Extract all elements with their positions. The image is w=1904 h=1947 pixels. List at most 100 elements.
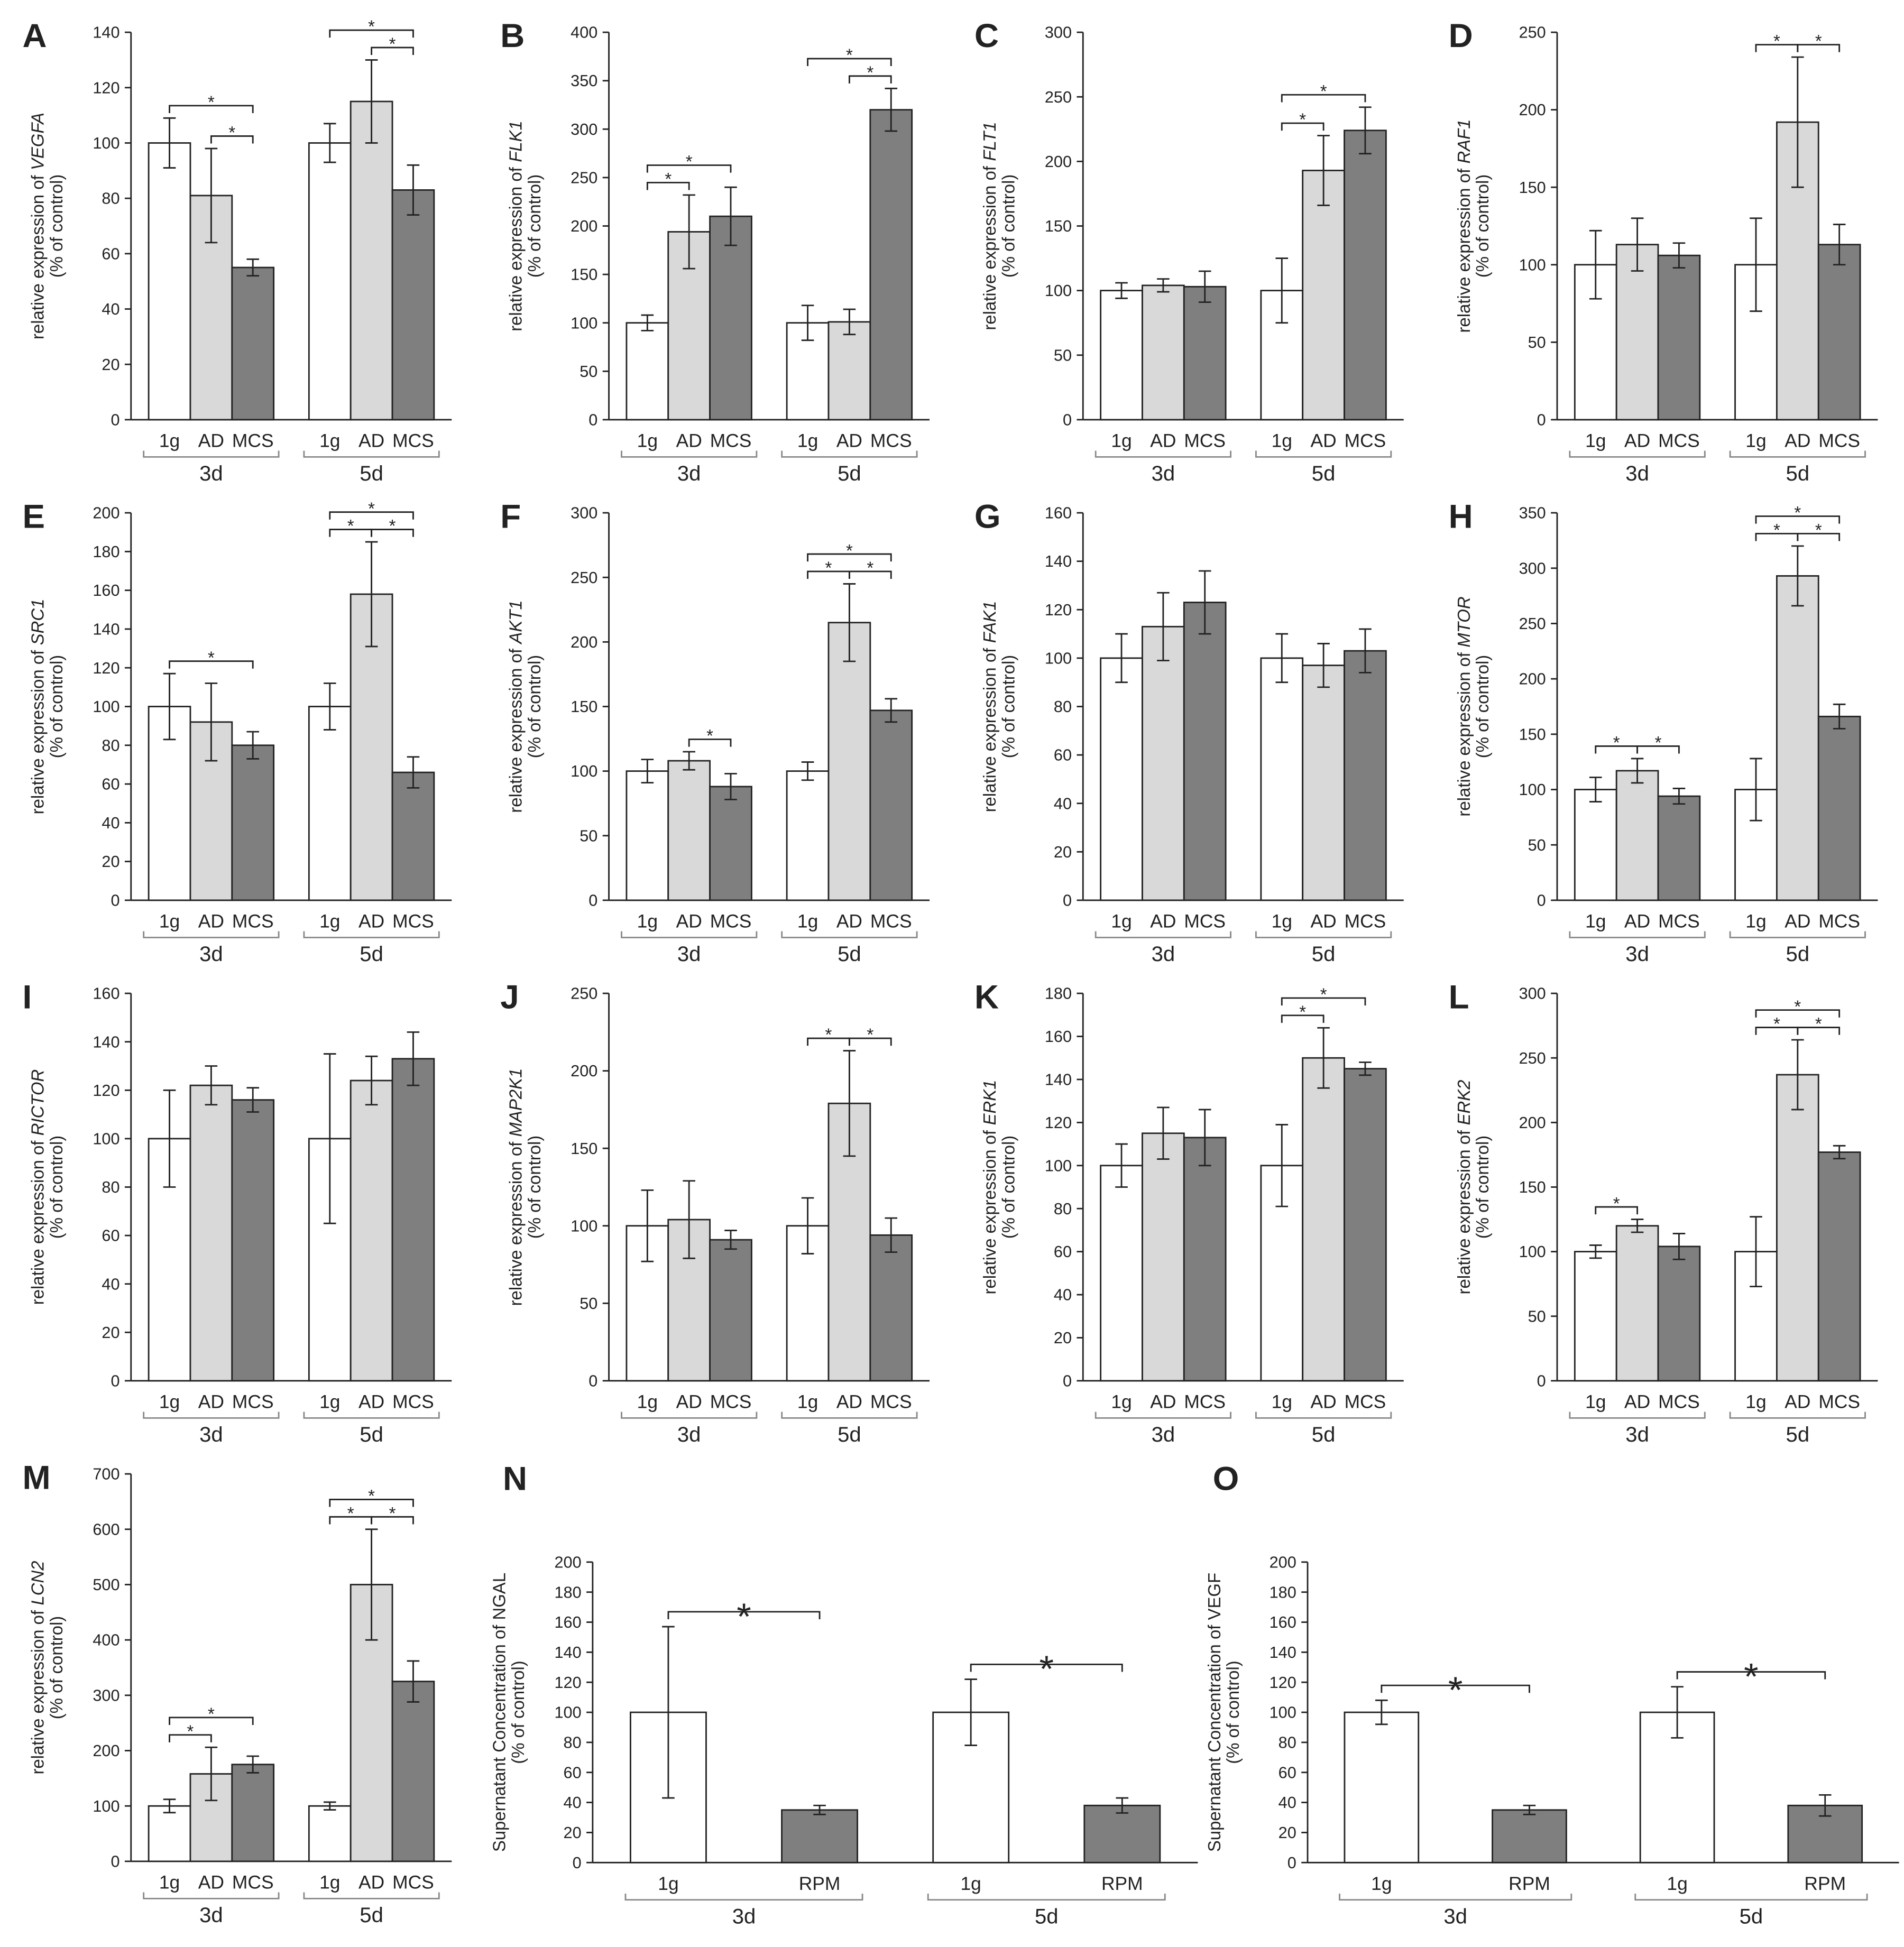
- y-tick-label: 50: [580, 1295, 597, 1313]
- x-tick-label: AD: [1785, 1392, 1810, 1413]
- error-bar: [1750, 758, 1762, 822]
- y-tick-label: 250: [1519, 1049, 1546, 1067]
- y-tick-label: 300: [1519, 559, 1546, 577]
- y-tick-label: 80: [102, 190, 119, 208]
- significance-label: *: [1773, 520, 1780, 540]
- bar: [1260, 657, 1304, 901]
- x-tick-label: AD: [836, 1392, 862, 1413]
- group-label: 3d: [199, 1904, 223, 1927]
- bar: [1657, 795, 1701, 901]
- y-tick-label: 20: [564, 1824, 582, 1842]
- panel-letter: K: [974, 978, 999, 1016]
- significance-bracket: [329, 29, 414, 38]
- error-bar: [1198, 1109, 1211, 1167]
- bar: [1615, 1225, 1659, 1382]
- y-tick-label: 180: [1045, 985, 1072, 1003]
- significance-label: *: [208, 648, 215, 667]
- y-tick-label: 80: [102, 1178, 119, 1196]
- significance-label: *: [737, 1595, 751, 1637]
- error-bar: [1359, 106, 1372, 155]
- error-bar: [1115, 282, 1128, 299]
- y-axis-label: relative expression of MTOR: [1454, 596, 1474, 816]
- x-tick-label: MCS: [1345, 431, 1386, 451]
- x-tick-label: MCS: [392, 1872, 434, 1893]
- y-tick-label: 160: [93, 582, 119, 599]
- y-tick-label: 200: [93, 504, 119, 522]
- x-tick-label: MCS: [1345, 1392, 1386, 1413]
- y-axis-label-gene: LCN2: [28, 1561, 48, 1605]
- x-tick-label: 1g: [637, 431, 658, 451]
- y-tick-label: 200: [571, 217, 597, 235]
- x-tick-label: AD: [1624, 1392, 1650, 1413]
- bar: [189, 1084, 233, 1382]
- group-label: 5d: [1312, 943, 1336, 966]
- error-bar: [1157, 592, 1170, 661]
- significance-bracket: [169, 105, 254, 113]
- bar: [1142, 1132, 1185, 1382]
- error-bar: [205, 682, 218, 762]
- y-axis-label: relative expression of VEGFA: [28, 113, 48, 339]
- error-bar: [1631, 758, 1644, 784]
- x-tick-label: MCS: [870, 911, 912, 932]
- error-bar: [163, 1089, 176, 1188]
- x-tick-label: 1g: [159, 431, 180, 451]
- y-axis-label: relative expression of MAP2K1: [505, 1068, 525, 1306]
- x-tick-label: MCS: [1345, 911, 1386, 932]
- y-tick-label: 0: [111, 1372, 119, 1390]
- error-bar: [163, 1798, 176, 1814]
- y-tick-label: 120: [93, 79, 119, 97]
- error-bar: [1791, 1039, 1804, 1111]
- group-label: 3d: [677, 462, 701, 485]
- x-tick-label: 1g: [1111, 1392, 1132, 1413]
- x-tick-label: 1g: [1272, 911, 1292, 932]
- error-bar: [205, 1746, 218, 1802]
- bar: [231, 266, 275, 421]
- x-tick-label: MCS: [1184, 431, 1226, 451]
- group-label: 3d: [1152, 462, 1175, 485]
- group-bracket: [781, 1411, 918, 1419]
- group-label: 5d: [1786, 943, 1810, 966]
- significance-bracket: [1595, 1206, 1639, 1215]
- significance-label: *: [686, 152, 693, 171]
- group-bracket: [143, 1892, 280, 1899]
- significance-label: *: [368, 1486, 375, 1506]
- error-bar: [843, 308, 856, 336]
- panel-letter: G: [974, 497, 1001, 535]
- y-axis-label: relative expression of FAK1: [980, 601, 999, 813]
- panel-letter: I: [22, 978, 32, 1016]
- bar: [148, 142, 191, 421]
- error-bar: [246, 731, 260, 760]
- group-bracket: [143, 1411, 280, 1419]
- x-tick-label: MCS: [1818, 1392, 1860, 1413]
- error-bar: [885, 1217, 898, 1253]
- significance-bracket: [807, 553, 892, 562]
- x-tick-label: AD: [1150, 431, 1176, 451]
- group-label: 3d: [1152, 1423, 1175, 1446]
- error-bar: [1791, 545, 1804, 607]
- significance-label: *: [389, 516, 396, 536]
- significance-label: *: [1794, 996, 1801, 1016]
- bar: [1615, 244, 1659, 421]
- significance-bracket: [371, 47, 414, 56]
- bar: [1817, 715, 1861, 901]
- x-tick-label: AD: [676, 1392, 702, 1413]
- y-tick-label: 100: [1045, 282, 1072, 300]
- x-tick-label: AD: [1150, 911, 1176, 932]
- significance-label: *: [1655, 733, 1662, 752]
- panel-letter: A: [22, 17, 47, 54]
- x-tick-label: 1g: [319, 1392, 340, 1413]
- bar: [1302, 1057, 1345, 1382]
- error-bar: [205, 147, 218, 244]
- y-tick-label: 100: [1045, 650, 1072, 668]
- bar: [349, 100, 393, 421]
- group-bracket: [1634, 1893, 1868, 1901]
- y-tick-label: 0: [111, 892, 119, 910]
- y-tick-label: 0: [588, 1372, 597, 1390]
- x-tick-label: 1g: [159, 911, 180, 932]
- error-bar: [1157, 278, 1170, 293]
- group-bracket: [1729, 450, 1866, 458]
- group-bracket: [624, 1893, 863, 1901]
- y-axis-label-unit: (% of control): [508, 1660, 528, 1764]
- y-tick-label: 140: [1045, 552, 1072, 570]
- y-tick-label: 100: [554, 1704, 581, 1722]
